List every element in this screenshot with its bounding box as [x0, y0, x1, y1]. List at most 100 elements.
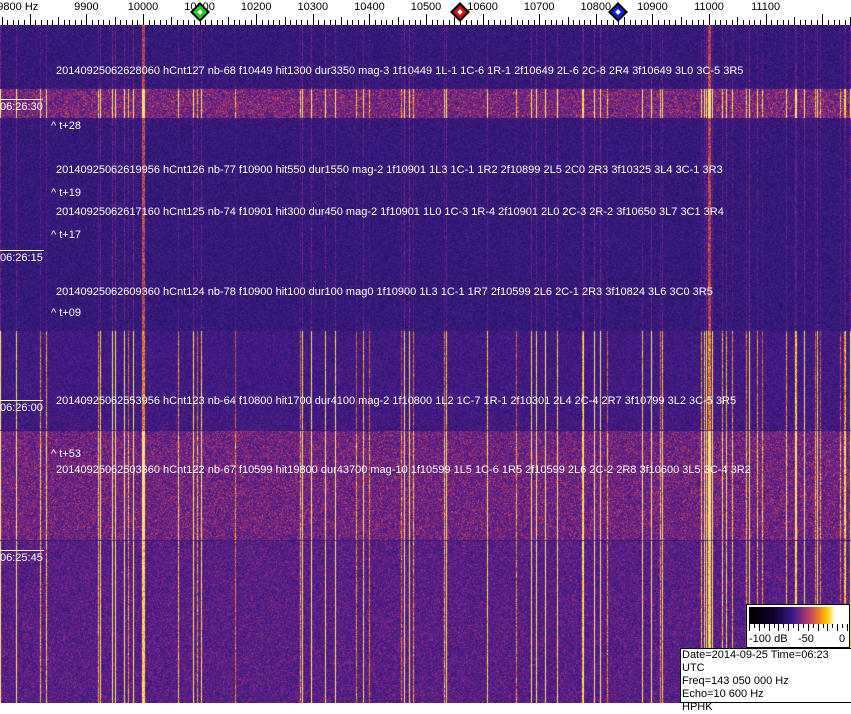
axis-tick: [556, 20, 557, 25]
axis-tick: [205, 20, 206, 25]
axis-tick: [18, 20, 19, 25]
axis-tick: [720, 20, 721, 25]
axis-tick: [443, 20, 444, 25]
axis-tick: [375, 20, 376, 25]
axis-tick: [607, 20, 608, 25]
axis-tick: [703, 20, 704, 25]
axis-tick: [324, 20, 325, 25]
axis-tick: [828, 20, 829, 25]
axis-tick: [726, 20, 727, 25]
axis-tick: [715, 20, 716, 25]
axis-tick: [364, 20, 365, 25]
axis-tick: [81, 20, 82, 25]
axis-tick: [262, 20, 263, 25]
axis-tick: [817, 20, 818, 25]
frequency: Freq=143 050 000 Hz: [682, 675, 789, 687]
colorbar-tick: [758, 624, 760, 631]
axis-tick: [777, 20, 778, 25]
colorbar-tick: [847, 624, 848, 631]
colorbar-tick: [749, 624, 750, 631]
axis-tick: [75, 20, 76, 25]
axis-tick: [52, 20, 53, 25]
axis-tick: [154, 20, 155, 25]
axis-tick: [449, 20, 450, 25]
axis-tick: [47, 20, 48, 25]
axis-tick: [783, 20, 784, 25]
colorbar-label: -50: [798, 633, 814, 645]
axis-tick: [686, 20, 687, 25]
axis-tick: [307, 20, 308, 25]
colorbar-tick: [812, 624, 814, 628]
colorbar-tick: [768, 624, 770, 631]
axis-tick: [398, 17, 399, 25]
axis-tick: [86, 14, 87, 25]
axis-tick: [330, 20, 331, 25]
axis-tick: [137, 20, 138, 25]
colorbar: -100 dB -50 0: [746, 604, 850, 648]
axis-tick: [754, 20, 755, 25]
colorbar-tick: [807, 624, 809, 631]
axis-tick: [545, 20, 546, 25]
colorbar-tick: [817, 624, 819, 631]
colorbar-tick: [827, 624, 829, 631]
detection-line: 20140925062628060 hCnt127 nb-68 f10449 h…: [56, 65, 744, 77]
axis-tick: [256, 14, 257, 25]
detection-line: 20140925062609360 hCnt124 nb-78 f10900 h…: [56, 286, 713, 298]
axis-tick: [222, 20, 223, 25]
axis-tick: [822, 14, 823, 25]
axis-tick: [268, 20, 269, 25]
axis-tick: [64, 20, 65, 25]
axis-tick: [681, 17, 682, 25]
blue-marker-icon[interactable]: [608, 2, 629, 22]
colorbar-tick: [832, 624, 834, 628]
axis-tick-label: 10500: [410, 1, 442, 13]
axis-tick: [675, 20, 676, 25]
colorbar-gradient: [749, 607, 847, 624]
axis-tick: [420, 20, 421, 25]
axis-tick: [217, 20, 218, 25]
axis-tick-label: 10400: [354, 1, 385, 13]
axis-tick: [811, 20, 812, 25]
axis-tick: [211, 20, 212, 25]
axis-tick: [579, 20, 580, 25]
axis-tick: [160, 20, 161, 25]
axis-tick: [126, 20, 127, 25]
axis-tick: [471, 20, 472, 25]
axis-tick: [596, 14, 597, 25]
axis-tick-label: 10200: [240, 1, 272, 13]
axis-tick: [341, 17, 342, 25]
axis-tick: [635, 20, 636, 25]
axis-tick: [652, 14, 653, 25]
axis-tick: [709, 14, 710, 25]
time-offset: ^ t+19: [51, 187, 81, 199]
axis-tick: [760, 20, 761, 25]
axis-tick: [834, 20, 835, 25]
axis-tick: [177, 20, 178, 25]
axis-tick: [392, 20, 393, 25]
colorbar-tick: [842, 624, 844, 628]
axis-tick: [24, 20, 25, 25]
axis-tick: [335, 20, 336, 25]
time-label: 06:26:30: [0, 99, 43, 113]
axis-tick: [426, 14, 427, 25]
axis-tick: [805, 20, 806, 25]
time-offset: ^ t+28: [51, 120, 81, 132]
axis-tick: [279, 20, 280, 25]
axis-tick: [149, 20, 150, 25]
axis-tick: [647, 20, 648, 25]
axis-tick: [749, 20, 750, 25]
axis-tick: [369, 14, 370, 25]
axis-tick: [358, 20, 359, 25]
axis-tick: [743, 20, 744, 25]
axis-tick: [194, 20, 195, 25]
axis-tick: [188, 20, 189, 25]
colorbar-label: -100 dB: [749, 633, 788, 645]
axis-tick: [386, 20, 387, 25]
axis-tick-label: 9900: [74, 1, 99, 13]
axis-tick: [183, 20, 184, 25]
axis-tick-label: 11000: [694, 1, 724, 13]
axis-tick: [234, 20, 235, 25]
axis-tick: [171, 17, 172, 25]
axis-tick: [409, 20, 410, 25]
detection-line: 20140925062617160 hCnt125 nb-74 f10901 h…: [56, 206, 724, 218]
